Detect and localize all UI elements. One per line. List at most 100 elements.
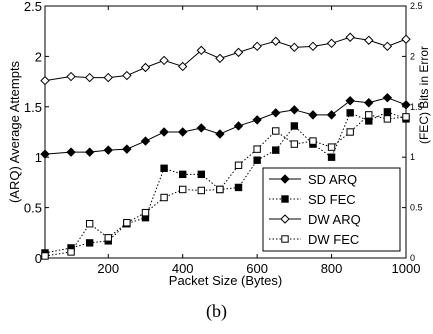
y-right-tick-label: 2.5	[410, 1, 423, 11]
data-point-3	[402, 113, 410, 121]
figure-caption: (b)	[206, 301, 227, 321]
data-point-3	[67, 248, 75, 256]
y-right-tick-label: 2	[410, 51, 415, 61]
data-point-1	[365, 117, 373, 125]
legend-marker-2	[280, 214, 290, 224]
y-left-tick-label: 0.5	[24, 201, 42, 216]
data-point-1	[290, 122, 299, 130]
x-tick-label: 600	[246, 261, 268, 276]
data-point-0	[326, 110, 337, 120]
data-point-1	[327, 153, 336, 161]
data-point-1	[346, 109, 354, 117]
data-point-2	[159, 55, 169, 66]
data-point-2	[382, 41, 393, 52]
data-point-0	[84, 147, 95, 157]
data-point-2	[177, 61, 188, 72]
y-left-tick-label: 1	[35, 150, 42, 165]
data-point-0	[66, 147, 76, 157]
x-axis-label: Packet Size (Bytes)	[169, 273, 282, 288]
data-point-3	[216, 185, 224, 194]
data-point-3	[141, 208, 150, 217]
data-point-2	[345, 32, 355, 42]
data-point-3	[197, 186, 206, 195]
x-tick-label: 800	[321, 261, 343, 276]
data-point-3	[179, 185, 187, 194]
data-point-2	[271, 36, 281, 46]
data-point-0	[196, 123, 207, 133]
data-point-3	[327, 143, 336, 151]
data-point-0	[401, 100, 411, 110]
data-point-1	[253, 156, 261, 164]
data-point-2	[289, 42, 300, 53]
data-point-3	[365, 111, 373, 119]
y-left-axis-label: (ARQ) Average Attempts	[7, 60, 22, 203]
data-point-3	[234, 161, 243, 169]
data-point-0	[40, 149, 50, 159]
legend-label-0: SD ARQ	[308, 172, 357, 187]
data-point-3	[41, 252, 49, 260]
data-point-3	[123, 219, 131, 227]
data-point-0	[289, 105, 300, 115]
legend-marker-0	[280, 174, 290, 184]
data-point-2	[196, 45, 207, 56]
data-point-1	[272, 146, 280, 154]
data-point-1	[160, 164, 168, 172]
data-point-3	[383, 115, 392, 123]
data-point-0	[364, 98, 374, 108]
series-line-1	[44, 111, 407, 254]
data-point-0	[122, 144, 132, 154]
data-point-3	[85, 220, 94, 228]
y-left-tick-label: 1.5	[24, 100, 42, 115]
y-right-tick-label: 0	[410, 253, 415, 263]
legend-marker-3	[281, 235, 289, 243]
data-point-0	[103, 145, 113, 155]
x-tick-label: 400	[172, 261, 194, 276]
data-point-1	[383, 108, 392, 116]
data-point-2	[233, 47, 244, 58]
data-point-1	[179, 170, 187, 179]
data-point-3	[346, 128, 354, 136]
data-point-3	[290, 140, 299, 148]
y-left-tick-label: 2	[35, 49, 42, 64]
legend-label-2: DW ARQ	[308, 212, 361, 227]
series-line-2	[44, 36, 407, 82]
legend-label-1: SD FEC	[308, 192, 356, 207]
plot-frame	[44, 5, 407, 259]
data-point-1	[197, 170, 206, 179]
data-point-0	[233, 121, 244, 131]
y-right-axis-label: (FEC) Bits in Error	[417, 46, 431, 144]
data-point-2	[326, 38, 337, 49]
data-point-2	[401, 34, 411, 44]
data-point-3	[104, 234, 112, 242]
data-point-2	[308, 41, 318, 52]
data-point-0	[382, 93, 393, 103]
legend-marker-1	[281, 195, 289, 203]
data-point-0	[252, 115, 262, 125]
y-right-tick-label: 0.5	[410, 203, 423, 213]
data-point-2	[40, 75, 50, 86]
data-point-0	[308, 110, 318, 120]
data-point-2	[364, 35, 374, 45]
x-tick-label: 1000	[392, 261, 421, 276]
y-left-tick-label: 0	[35, 251, 42, 266]
data-point-0	[215, 129, 225, 139]
data-point-1	[85, 239, 94, 247]
data-point-3	[160, 193, 168, 202]
data-point-3	[309, 137, 317, 145]
x-tick-label: 200	[97, 261, 119, 276]
data-point-3	[272, 127, 280, 135]
data-point-2	[140, 62, 151, 73]
data-point-0	[345, 96, 355, 106]
data-point-0	[271, 108, 281, 118]
series-line-0	[44, 97, 407, 155]
data-point-2	[66, 71, 76, 82]
data-point-0	[140, 136, 151, 146]
y-left-tick-label: 2.5	[24, 0, 42, 14]
data-point-2	[103, 72, 113, 83]
data-point-0	[159, 127, 169, 137]
data-point-2	[84, 72, 95, 83]
data-point-1	[234, 183, 243, 192]
data-point-2	[252, 41, 262, 52]
